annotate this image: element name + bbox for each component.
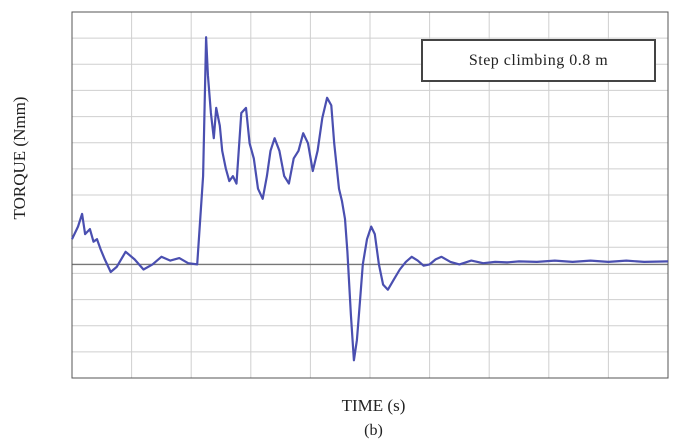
annotation-box: Step climbing 0.8 m bbox=[421, 39, 656, 82]
figure-caption: (b) bbox=[364, 422, 383, 439]
plot-frame bbox=[71, 11, 669, 379]
x-axis-label: TIME (s) bbox=[341, 396, 406, 415]
y-axis-label: TORQUE (Nmm) bbox=[0, 0, 40, 382]
y-axis-label-text: TORQUE (Nmm) bbox=[10, 96, 29, 220]
torque-series-line bbox=[71, 36, 669, 362]
annotation-text: Step climbing 0.8 m bbox=[468, 51, 609, 69]
